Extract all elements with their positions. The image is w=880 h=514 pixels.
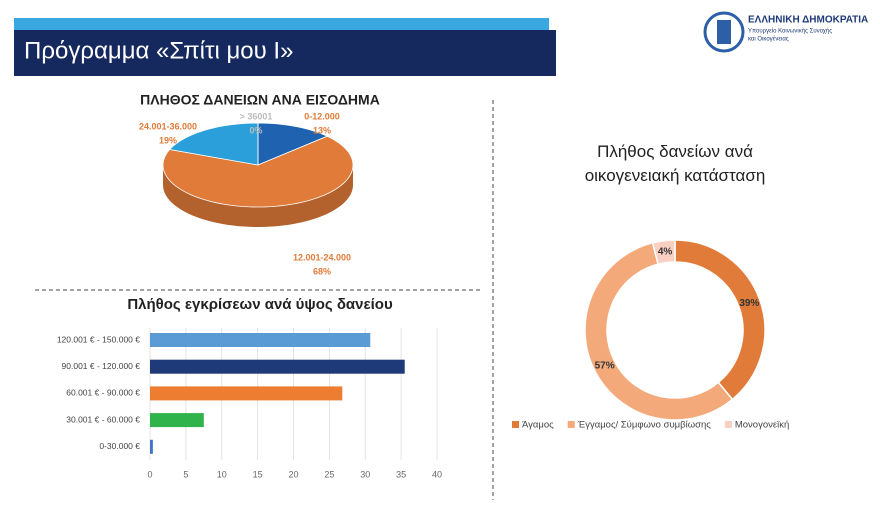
- slice-value: 39%: [739, 298, 759, 309]
- donut-slice: [651, 239, 676, 266]
- banner: [14, 30, 556, 76]
- legend-label: Μονογονεϊκή: [735, 420, 789, 431]
- chart-title: Πλήθος εγκρίσεων ανά ύψος δανείου: [127, 296, 393, 313]
- legend-swatch: [567, 421, 575, 428]
- pie-side: [163, 165, 353, 227]
- slice-value: 13%: [313, 125, 331, 135]
- x-tick-label: 20: [288, 469, 298, 479]
- bar: [150, 386, 343, 401]
- slice-value: 57%: [595, 361, 615, 372]
- pie-slice: [162, 135, 354, 208]
- slice-label: > 36001: [240, 111, 273, 121]
- x-tick-label: 35: [396, 469, 406, 479]
- x-tick-label: 10: [217, 469, 227, 479]
- slice-value: 4%: [658, 246, 673, 257]
- slice-value: 19%: [159, 135, 177, 145]
- slice-value: 0%: [249, 125, 262, 135]
- y-tick-label: 30.001 € - 60.000 €: [66, 414, 140, 424]
- y-tick-label: 120.001 € - 150.000 €: [57, 334, 140, 344]
- slice-value: 68%: [313, 266, 331, 276]
- x-tick-label: 30: [360, 469, 370, 479]
- chart-title: Πλήθος δανείων ανά οικογενειακή κατάστασ…: [584, 142, 766, 185]
- logo-emblem: [703, 11, 745, 53]
- banner-strip: [14, 18, 549, 30]
- x-tick-label: 40: [432, 469, 442, 479]
- legend-swatch: [724, 421, 732, 428]
- x-tick-label: 0: [147, 469, 152, 479]
- legend-label: Άγαμος: [522, 420, 554, 431]
- bar: [150, 413, 204, 428]
- x-tick-label: 5: [183, 469, 188, 479]
- ministry-line: και Οικογένειας: [748, 36, 789, 43]
- legend-swatch: [512, 421, 519, 428]
- logo-emblem-shield: [717, 20, 731, 44]
- slice-label: 0-12.000: [304, 111, 340, 121]
- pie-slice: [257, 122, 329, 166]
- pie-slice: [168, 122, 259, 166]
- ministry-line: Υπουργείο Κοινωνικής Συνοχής: [748, 28, 832, 35]
- page-title: Πρόγραμμα «Σπίτι μου Ι»: [24, 37, 293, 64]
- donut-slice: [584, 241, 734, 421]
- y-tick-label: 60.001 € - 90.000 €: [66, 388, 140, 398]
- legend-label: Έγγαμος/ Σύμφωνο συμβίωσης: [577, 420, 712, 431]
- x-tick-label: 25: [324, 469, 334, 479]
- x-tick-label: 15: [253, 469, 263, 479]
- slice-label: 24.001-36.000: [139, 121, 197, 131]
- slice-label: 12.001-24.000: [293, 252, 351, 262]
- bar: [150, 439, 153, 454]
- chart-title: ΠΛΗΘΟΣ ΔΑΝΕΙΩΝ ΑΝΑ ΕΙΣΟΔΗΜΑ: [140, 92, 380, 108]
- org-name: ΕΛΛΗΝΙΚΗ ΔΗΜΟΚΡΑΤΙΑ: [748, 15, 868, 26]
- bar: [150, 333, 371, 347]
- y-tick-label: 90.001 € - 120.000 €: [62, 361, 141, 371]
- donut-slice: [674, 239, 766, 401]
- bar: [150, 359, 405, 374]
- y-tick-label: 0-30.000 €: [99, 441, 140, 451]
